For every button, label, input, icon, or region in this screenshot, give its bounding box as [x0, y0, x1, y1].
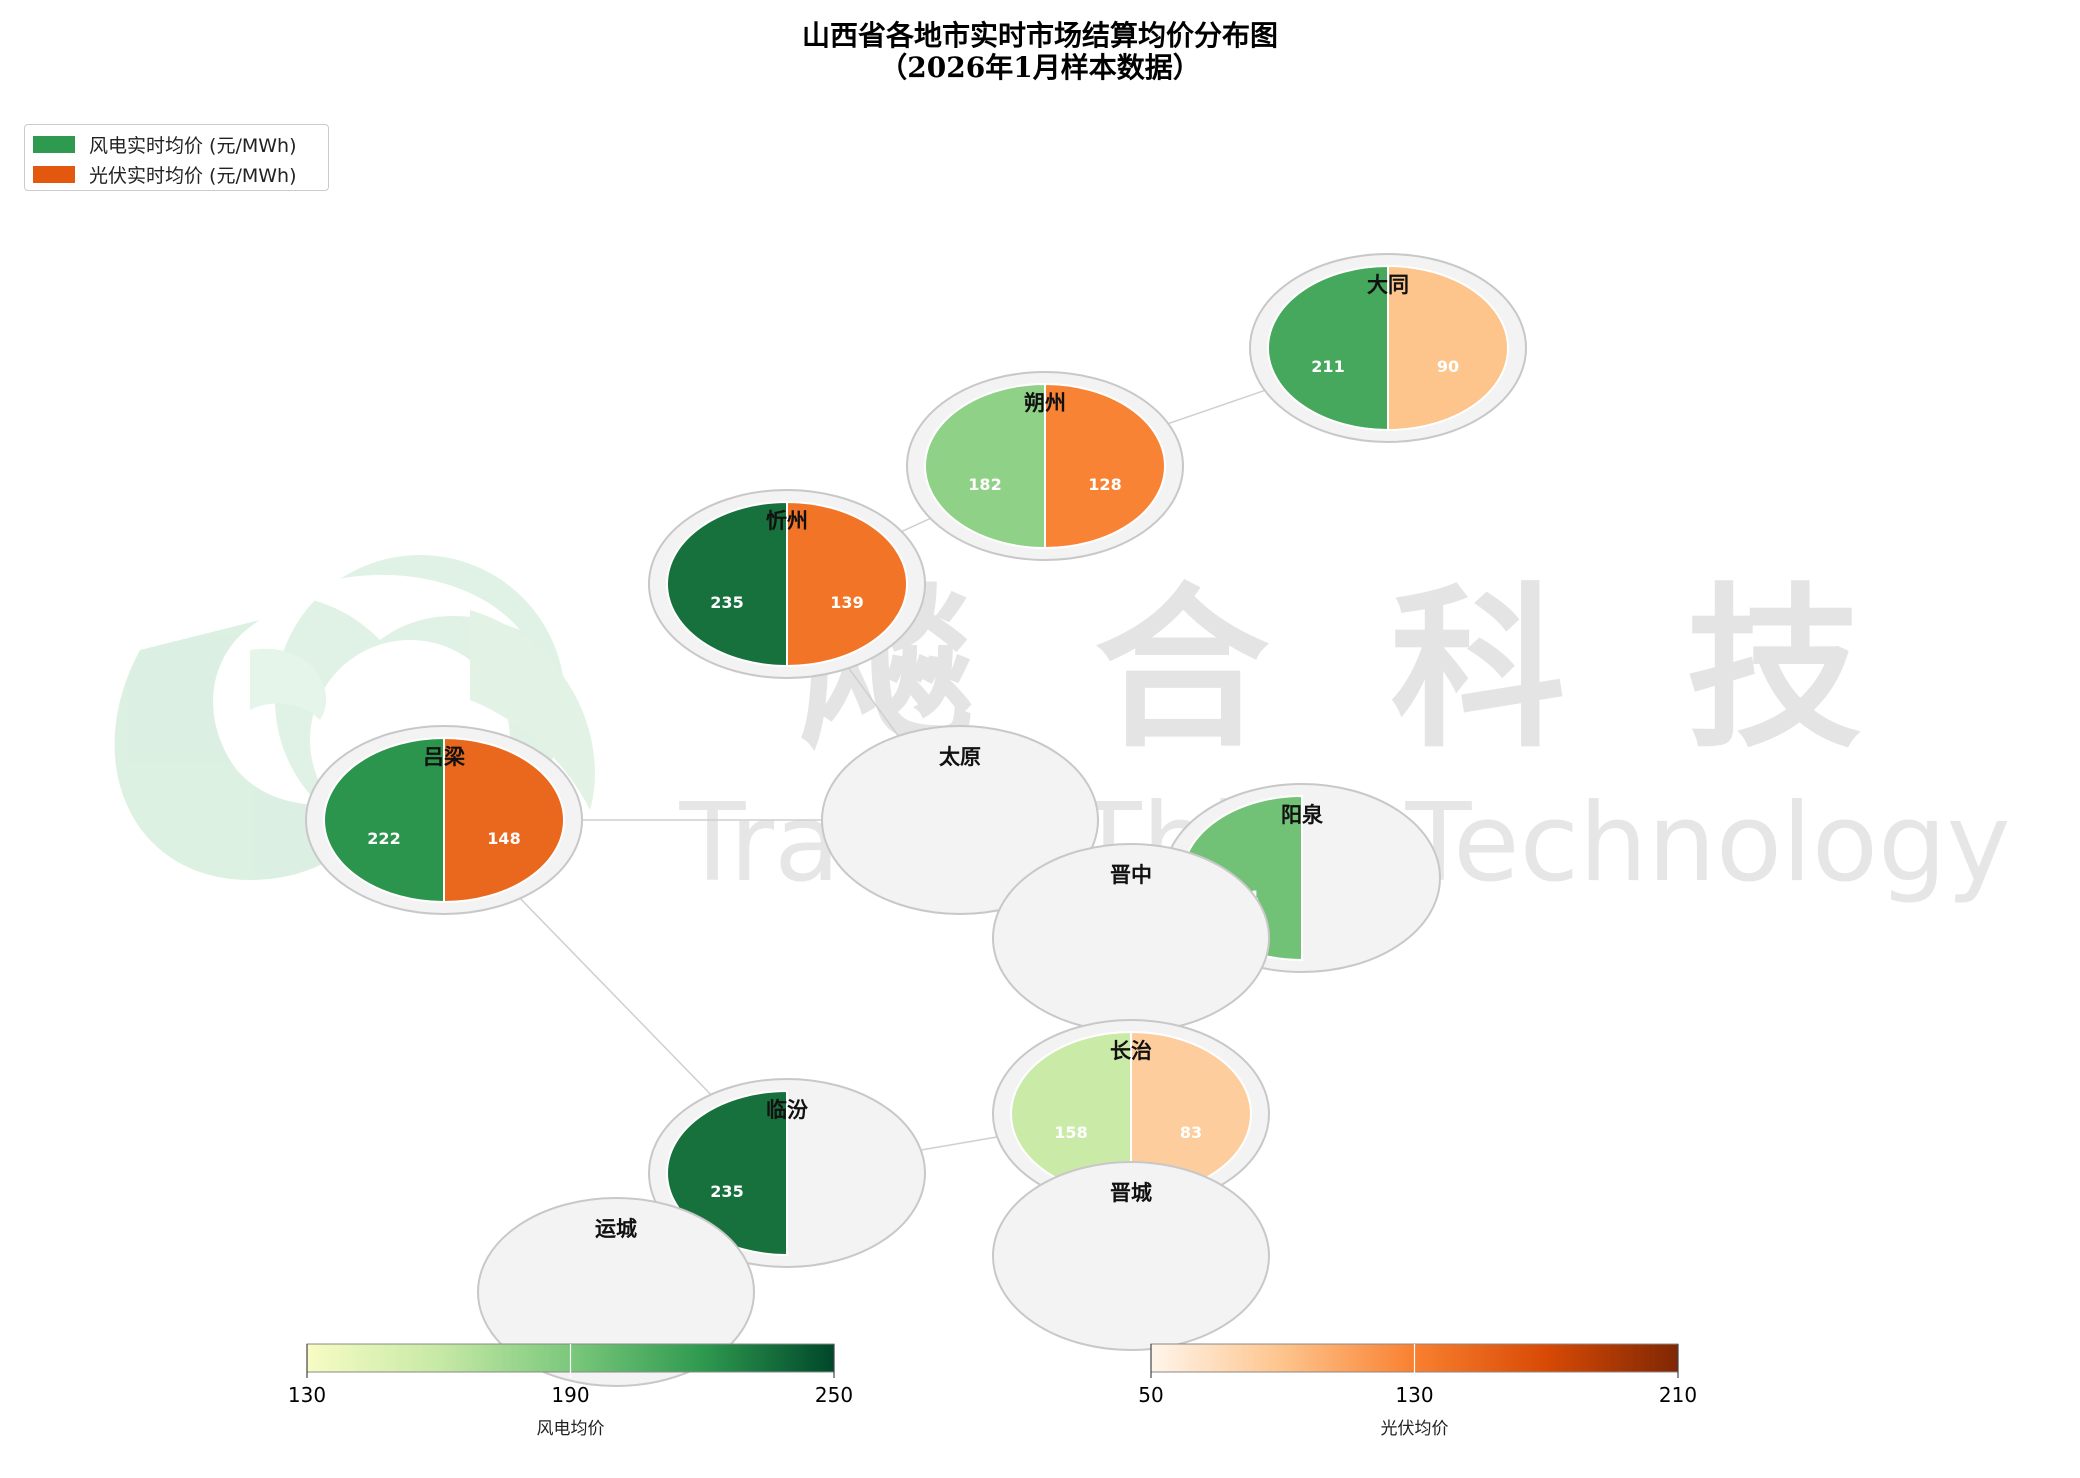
city-name-label: 吕梁 [423, 744, 466, 769]
city-background-ellipse [821, 725, 1099, 915]
city-node: 235 临汾 [648, 1078, 926, 1268]
solar-value-label: 90 [1437, 357, 1459, 376]
city-name-label: 运城 [595, 1216, 637, 1241]
city-name-label: 晋中 [1110, 862, 1152, 887]
city-node: 运城 [477, 1197, 755, 1387]
solar-pie-wedge [443, 736, 565, 904]
legend-swatch-wind [33, 135, 75, 153]
colorbar-tick-label: 130 [1395, 1383, 1433, 1407]
solar-pie-wedge [1387, 264, 1509, 432]
city-node: 222 148 吕梁 [305, 725, 583, 915]
city-name-label: 太原 [939, 744, 981, 769]
city-node: 晋中 [992, 843, 1270, 1033]
colorbar-tick-label: 130 [288, 1383, 326, 1407]
city-name-label: 阳泉 [1281, 802, 1324, 827]
legend-swatch-solar [33, 165, 75, 183]
city-name-label: 长治 [1110, 1038, 1152, 1063]
chart-title-line1: 山西省各地市实时市场结算均价分布图 [801, 19, 1278, 52]
city-node: 晋城 [992, 1161, 1270, 1351]
wind-pie-wedge [323, 736, 445, 904]
city-name-label: 忻州 [766, 508, 808, 533]
solar-value-label: 139 [830, 593, 863, 612]
solar-value-label: 83 [1180, 1123, 1202, 1142]
colorbar-tick-label: 190 [551, 1383, 589, 1407]
city-node: 211 90 大同 [1249, 253, 1527, 443]
colorbar-tick-label: 50 [1138, 1383, 1163, 1407]
wind-value-label: 182 [968, 475, 1001, 494]
solar-pie-wedge [786, 500, 908, 668]
solar-value-label: 128 [1088, 475, 1121, 494]
colorbar-tick-label: 250 [815, 1383, 853, 1407]
city-node: 235 139 忻州 [648, 489, 926, 679]
legend-item-solar: 光伏实时均价 (元/MWh) [33, 161, 297, 187]
legend: 风电实时均价 (元/MWh) 光伏实时均价 (元/MWh) [24, 124, 329, 191]
city-name-label: 晋城 [1110, 1180, 1152, 1205]
colorbar-tick-label: 210 [1659, 1383, 1697, 1407]
wind-value-label: 222 [367, 829, 400, 848]
legend-item-wind: 风电实时均价 (元/MWh) [33, 131, 297, 157]
wind-value-label: 211 [1311, 357, 1344, 376]
city-name-label: 朔州 [1024, 390, 1066, 415]
city-node: 158 83 长治 [992, 1019, 1270, 1209]
wind-value-label: 235 [710, 1182, 743, 1201]
colorbars: 130 190 250 风电均价 50 130 210 光伏均价 [288, 1343, 1697, 1439]
wind-pie-wedge [1267, 264, 1389, 432]
city-node: 182 128 朔州 [906, 371, 1184, 561]
solar-value-label: 148 [487, 829, 520, 848]
city-name-label: 大同 [1367, 272, 1409, 297]
wind-pie-wedge [666, 500, 788, 668]
wind-pie-wedge [924, 382, 1046, 550]
colorbar-label: 光伏均价 [1381, 1419, 1449, 1439]
wind-value-label: 158 [1054, 1123, 1087, 1142]
legend-label-wind: 风电实时均价 (元/MWh) [89, 134, 297, 157]
wind-value-label: 235 [710, 593, 743, 612]
city-background-ellipse [477, 1197, 755, 1387]
legend-label-solar: 光伏实时均价 (元/MWh) [89, 164, 297, 187]
solar-pie-wedge [1044, 382, 1166, 550]
city-node: 太原 [821, 725, 1099, 915]
city-background-ellipse [992, 1161, 1270, 1351]
colorbar-label: 风电均价 [537, 1419, 605, 1439]
city-name-label: 临汾 [766, 1097, 808, 1122]
chart-title-line2: （2026年1月样本数据） [879, 51, 1201, 84]
city-nodes: 21190大同182128朔州235139忻州222148吕梁太原194阳泉晋中… [305, 253, 1527, 1387]
